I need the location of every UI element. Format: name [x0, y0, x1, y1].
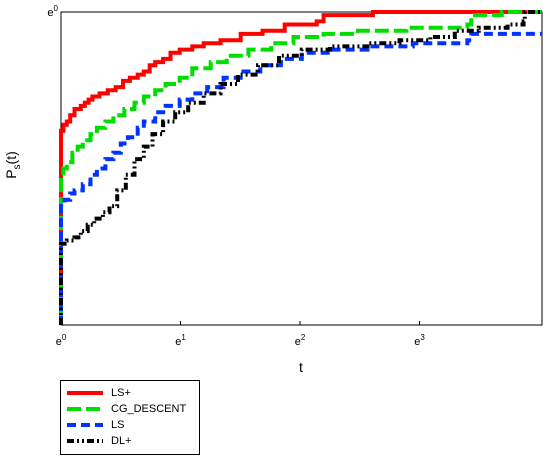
x-tick-label: e2 [295, 333, 306, 348]
y-tick-label: e0 [47, 4, 58, 19]
series-line-cg-descent [59, 10, 542, 325]
legend-swatch [67, 436, 103, 446]
legend-swatch [67, 388, 103, 398]
series-line-dl- [59, 10, 542, 325]
legend-item: DL+ [61, 433, 199, 449]
legend-label: LS [111, 419, 125, 431]
y-axis-title-sub: s [12, 164, 23, 169]
y-axis-title: Ps(t) [3, 151, 23, 179]
legend-item: CG_DESCENT [61, 401, 199, 417]
y-axis-title-suffix: (t) [3, 151, 19, 164]
series-layer [59, 10, 542, 325]
y-axis-title-main: P [3, 169, 19, 178]
legend-swatch [67, 404, 103, 414]
x-tick-label: e0 [56, 333, 67, 348]
legend: LS+ CG_DESCENT LS DL+ [60, 380, 200, 455]
series-line-ls [59, 31, 542, 325]
x-axis-title: t [299, 359, 303, 375]
legend-label: LS+ [111, 387, 131, 399]
legend-item: LS [61, 417, 199, 433]
legend-label: CG_DESCENT [111, 403, 187, 415]
x-tick-labels: e0 e1 e2 e3 [56, 321, 425, 348]
y-tick-labels: e0 [47, 4, 58, 19]
series-line-ls- [59, 10, 542, 325]
x-tick-label: e3 [414, 333, 425, 348]
legend-label: DL+ [111, 435, 132, 447]
x-tick-label: e1 [175, 333, 186, 348]
legend-swatch [67, 420, 103, 430]
legend-item: LS+ [61, 385, 199, 401]
